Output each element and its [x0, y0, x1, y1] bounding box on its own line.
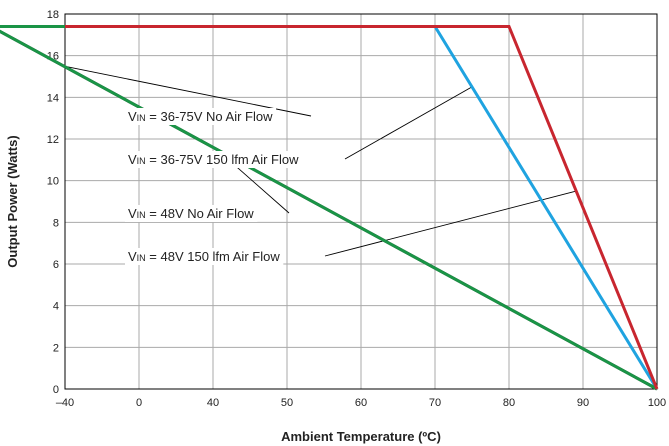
annotations: VIN = 36-75V No Air Flow VIN = 36-75V 150…	[125, 108, 303, 265]
series-annotation: VIN = 36-75V 150 lfm Air Flow	[128, 152, 299, 167]
x-tick-label: 0	[136, 397, 142, 409]
x-axis-title: Ambient Temperature (ºC)	[281, 429, 441, 444]
series-lines	[0, 25, 659, 391]
y-tick-label: 12	[47, 134, 59, 146]
y-tick-label: 18	[47, 9, 59, 21]
annotation-leader-line	[63, 65, 312, 117]
y-tick-label: 14	[47, 92, 59, 104]
plot-frame	[64, 13, 658, 390]
x-tick-label: 80	[503, 397, 515, 409]
series-annotation: VIN = 48V No Air Flow	[128, 206, 254, 221]
series-annotation: VIN = 48V 150 lfm Air Flow	[128, 249, 280, 264]
y-tick-label: 0	[53, 384, 59, 396]
x-tick-label: 100	[648, 397, 666, 409]
y-tick-label: 4	[53, 301, 59, 313]
annotation-leader-line	[344, 86, 473, 160]
series-line	[0, 25, 658, 391]
y-tick-label: 8	[53, 217, 59, 229]
y-axis-title: Output Power (Watts)	[5, 135, 20, 267]
grid	[65, 14, 657, 389]
x-tick-label: 90	[577, 397, 589, 409]
annotation-leader-line	[324, 190, 577, 257]
y-tick-label: 10	[47, 176, 59, 188]
annotation-background	[125, 108, 277, 125]
y-tick-label: 2	[53, 342, 59, 354]
series-annotation: VIN = 36-75V No Air Flow	[128, 109, 273, 124]
series-line	[65, 25, 659, 390]
annotation-background	[125, 205, 258, 222]
x-tick-label: 40	[207, 397, 219, 409]
x-tick-label: 50	[281, 397, 293, 409]
annotation-background	[125, 151, 303, 168]
annotation-background	[125, 248, 284, 265]
x-tick-label: –40	[56, 397, 74, 409]
x-tick-label: 70	[429, 397, 441, 409]
y-tick-label: 6	[53, 259, 59, 271]
x-tick-label: 60	[355, 397, 367, 409]
